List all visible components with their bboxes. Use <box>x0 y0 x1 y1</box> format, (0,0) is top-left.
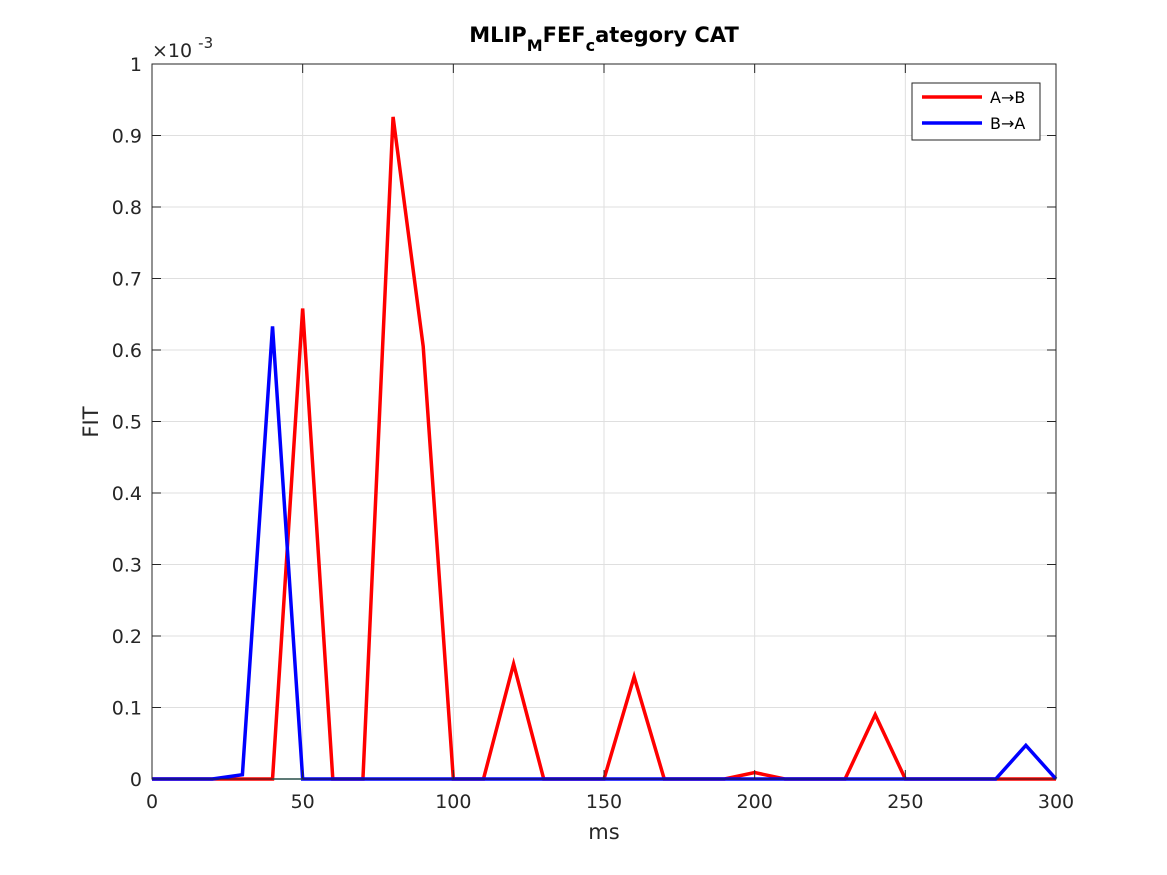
title-segment: MLIP <box>469 23 526 47</box>
y-tick-label: 0.2 <box>112 626 142 648</box>
y-exponent-text: ×10 <box>152 40 192 62</box>
y-tick-label: 0.4 <box>112 483 142 505</box>
x-tick-labels: 0 50 100 150 200 250 300 <box>146 791 1074 813</box>
y-tick-label: 0 <box>130 769 142 791</box>
title-subscript: c <box>586 36 595 55</box>
x-tick-label: 300 <box>1038 791 1074 813</box>
y-tick-labels: 0 0.1 0.2 0.3 0.4 0.5 0.6 0.7 0.8 0.9 1 <box>112 54 142 791</box>
x-tick-label: 250 <box>887 791 923 813</box>
title-segment: FEF <box>543 23 586 47</box>
y-tick-label: 0.8 <box>112 197 142 219</box>
x-tick-label: 200 <box>737 791 773 813</box>
y-tick-label: 1 <box>130 54 142 76</box>
y-tick-label: 0.6 <box>112 340 142 362</box>
axes <box>151 63 1057 780</box>
y-exponent-label: ×10 -3 <box>152 34 213 62</box>
x-axis-label: ms <box>588 820 619 844</box>
legend-box <box>911 82 1041 141</box>
y-axis-label: FIT <box>79 406 103 437</box>
y-tick-label: 0.1 <box>112 698 142 720</box>
y-tick-label: 0.7 <box>112 269 142 291</box>
legend-label-a-to-b: A→B <box>990 88 1025 107</box>
title-segment: ategory CAT <box>595 23 739 47</box>
chart-title: MLIPMFEFcategory CAT <box>469 23 739 55</box>
x-tick-label: 50 <box>291 791 315 813</box>
x-tick-label: 150 <box>586 791 622 813</box>
y-tick-label: 0.9 <box>112 126 142 148</box>
legend-label-b-to-a: B→A <box>990 114 1025 133</box>
x-tick-label: 100 <box>435 791 471 813</box>
y-exponent-power: -3 <box>198 34 213 52</box>
x-tick-label: 0 <box>146 791 158 813</box>
title-subscript: M <box>527 36 543 55</box>
legend: A→B B→A <box>911 82 1041 141</box>
y-tick-label: 0.3 <box>112 555 142 577</box>
y-tick-label: 0.5 <box>112 412 142 434</box>
